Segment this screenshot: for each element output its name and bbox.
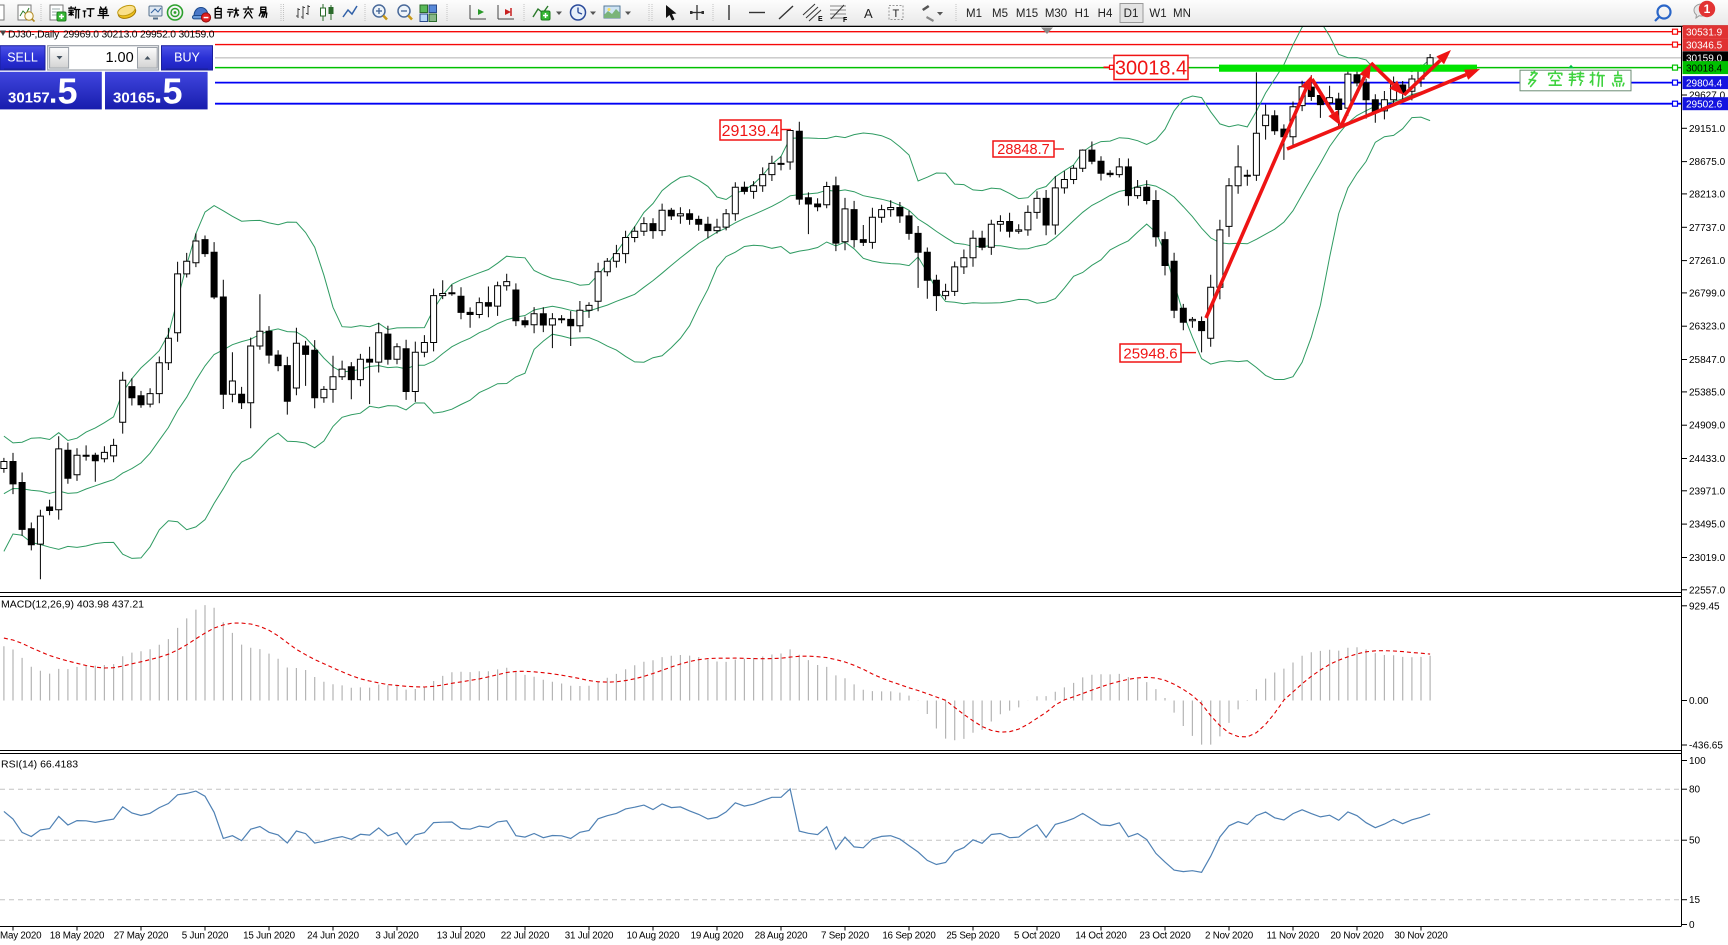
svg-text:29502.6: 29502.6 — [1686, 100, 1723, 111]
svg-text:5: 5 — [163, 71, 183, 112]
svg-text:H4: H4 — [1098, 8, 1113, 20]
svg-text:30018.4: 30018.4 — [1686, 63, 1723, 74]
svg-text:26323.0: 26323.0 — [1689, 322, 1726, 333]
svg-text:W1: W1 — [1149, 8, 1166, 20]
svg-text:MACD(12,26,9) 403.98 437.21: MACD(12,26,9) 403.98 437.21 — [1, 599, 144, 611]
svg-text:DJ30-,Daily: DJ30-,Daily — [8, 30, 60, 41]
svg-text:0.00: 0.00 — [1689, 696, 1709, 707]
svg-text:MN: MN — [1173, 8, 1191, 20]
svg-text:24433.0: 24433.0 — [1689, 454, 1726, 465]
svg-text:30 Nov 2020: 30 Nov 2020 — [1394, 931, 1448, 942]
svg-text:28213.0: 28213.0 — [1689, 189, 1726, 200]
svg-text:A: A — [864, 6, 873, 21]
svg-text:T: T — [893, 8, 900, 20]
svg-text:29151.0: 29151.0 — [1689, 124, 1726, 135]
svg-text:28 Aug 2020: 28 Aug 2020 — [755, 931, 809, 942]
svg-text:28675.0: 28675.0 — [1689, 157, 1726, 168]
svg-text:23495.0: 23495.0 — [1689, 520, 1726, 531]
svg-text:3 Jul 2020: 3 Jul 2020 — [375, 931, 419, 942]
svg-text:30346.5: 30346.5 — [1686, 40, 1723, 51]
svg-text:1: 1 — [1704, 2, 1711, 16]
svg-text:22 Jul 2020: 22 Jul 2020 — [501, 931, 550, 942]
svg-text:16 Sep 2020: 16 Sep 2020 — [882, 931, 936, 942]
svg-text:2 Nov 2020: 2 Nov 2020 — [1205, 931, 1254, 942]
svg-text:29627.0: 29627.0 — [1689, 91, 1726, 102]
svg-text:5 Oct 2020: 5 Oct 2020 — [1014, 931, 1061, 942]
svg-text:25 Sep 2020: 25 Sep 2020 — [946, 931, 1000, 942]
svg-text:1.00: 1.00 — [105, 50, 133, 66]
svg-text:25948.6: 25948.6 — [1123, 345, 1177, 362]
svg-text:15 Jun 2020: 15 Jun 2020 — [243, 931, 295, 942]
svg-text:27261.0: 27261.0 — [1689, 256, 1726, 267]
svg-text:100: 100 — [1689, 756, 1706, 767]
svg-text:25385.0: 25385.0 — [1689, 387, 1726, 398]
svg-text:M30: M30 — [1045, 8, 1067, 20]
svg-text:25847.0: 25847.0 — [1689, 355, 1726, 366]
svg-text:May 2020: May 2020 — [0, 931, 42, 942]
svg-text:D1: D1 — [1124, 8, 1139, 20]
svg-text:0: 0 — [1689, 920, 1695, 931]
svg-text:24 Jun 2020: 24 Jun 2020 — [307, 931, 359, 942]
svg-text:30018.4: 30018.4 — [1115, 58, 1187, 80]
svg-text:24909.0: 24909.0 — [1689, 421, 1726, 432]
svg-text:BUY: BUY — [174, 51, 200, 65]
svg-text:26799.0: 26799.0 — [1689, 288, 1726, 299]
svg-text:29139.4: 29139.4 — [722, 123, 780, 140]
svg-text:14 Oct 2020: 14 Oct 2020 — [1075, 931, 1127, 942]
svg-text:-436.65: -436.65 — [1689, 741, 1723, 752]
svg-text:5 Jun 2020: 5 Jun 2020 — [182, 931, 229, 942]
svg-text:5: 5 — [58, 71, 78, 112]
svg-text:929.45: 929.45 — [1689, 601, 1720, 612]
svg-text:29804.4: 29804.4 — [1686, 78, 1723, 89]
svg-text:27737.0: 27737.0 — [1689, 223, 1726, 234]
svg-text:M1: M1 — [966, 8, 982, 20]
svg-text:19 Aug 2020: 19 Aug 2020 — [691, 931, 745, 942]
svg-text:30159.0: 30159.0 — [1686, 54, 1723, 65]
svg-text:80: 80 — [1689, 785, 1701, 796]
svg-text:SELL: SELL — [7, 51, 38, 65]
svg-text:M15: M15 — [1016, 8, 1038, 20]
svg-text:22557.0: 22557.0 — [1689, 585, 1726, 596]
svg-text:23 Oct 2020: 23 Oct 2020 — [1139, 931, 1191, 942]
svg-text:10 Aug 2020: 10 Aug 2020 — [627, 931, 681, 942]
svg-text:13 Jul 2020: 13 Jul 2020 — [437, 931, 486, 942]
svg-text:31 Jul 2020: 31 Jul 2020 — [565, 931, 614, 942]
svg-text:30531.9: 30531.9 — [1686, 28, 1723, 39]
svg-text:11 Nov 2020: 11 Nov 2020 — [1267, 931, 1320, 942]
svg-text:29969.0 30213.0 29952.0 30159.: 29969.0 30213.0 29952.0 30159.0 — [63, 30, 215, 41]
svg-text:30165: 30165 — [113, 90, 155, 107]
svg-text:28848.7: 28848.7 — [997, 142, 1049, 158]
svg-text:50: 50 — [1689, 836, 1701, 847]
svg-text:15: 15 — [1689, 895, 1701, 906]
svg-text:H1: H1 — [1075, 8, 1090, 20]
svg-text:18 May 2020: 18 May 2020 — [50, 931, 105, 942]
svg-text:27 May 2020: 27 May 2020 — [114, 931, 169, 942]
svg-text:20 Nov 2020: 20 Nov 2020 — [1330, 931, 1384, 942]
svg-text:30157: 30157 — [8, 90, 50, 107]
svg-text:M5: M5 — [992, 8, 1008, 20]
svg-text:23019.0: 23019.0 — [1689, 553, 1726, 564]
svg-text:RSI(14) 66.4183: RSI(14) 66.4183 — [1, 759, 78, 771]
svg-text:F: F — [843, 17, 848, 24]
svg-text:23971.0: 23971.0 — [1689, 486, 1726, 497]
svg-text:E: E — [818, 16, 823, 23]
svg-text:7 Sep 2020: 7 Sep 2020 — [821, 931, 870, 942]
